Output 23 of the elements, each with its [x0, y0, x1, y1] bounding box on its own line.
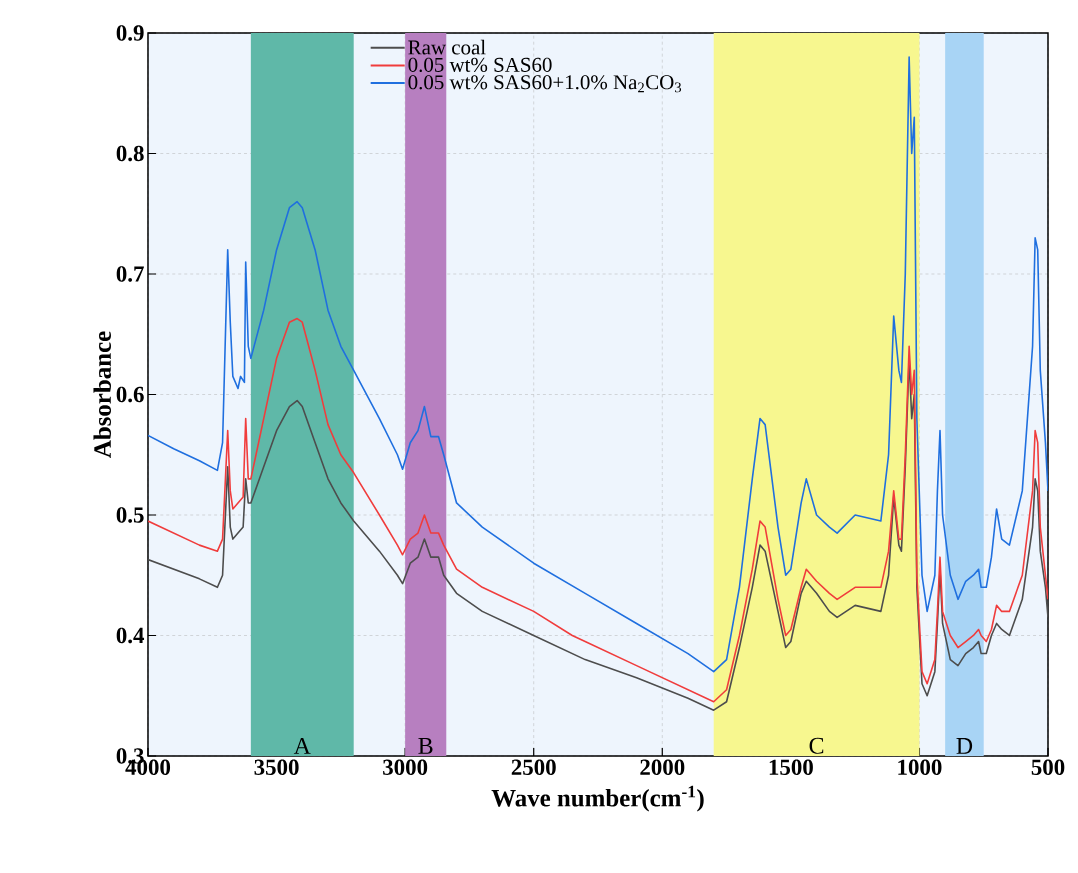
- band-label: D: [956, 738, 973, 754]
- band-label: A: [293, 738, 311, 754]
- x-tick-label: 1000: [898, 759, 942, 775]
- line-series: [147, 56, 1048, 673]
- y-tick-label: 0.9: [116, 25, 144, 41]
- x-tick-label: 3000: [383, 759, 428, 775]
- band-label: B: [418, 738, 433, 754]
- band-label: C: [809, 737, 824, 754]
- y-axis-title: Absorbance: [93, 331, 111, 458]
- y-tick-label: 0.7: [116, 266, 144, 282]
- y-tick-label: 0.8: [116, 145, 144, 162]
- x-tick-label: 2500: [511, 759, 556, 775]
- legend-label: 0.05 wt% SAS60: [408, 57, 552, 73]
- legend-label: 0.05 wt% SAS60+1.0% Na$_{2}$CO$_{3}$: [408, 75, 682, 93]
- y-tick-label: 0.4: [116, 627, 145, 644]
- x-tick-label: 3500: [254, 759, 299, 775]
- legend-label: Raw coal: [408, 39, 486, 55]
- y-tick-label: 0.5: [116, 507, 144, 523]
- y-tick-label: 0.6: [116, 386, 144, 403]
- x-axis-title: Wave number(cm$^{-1}$): [491, 785, 704, 812]
- x-tick-label: 1500: [769, 759, 813, 775]
- x-tick-label: 2000: [640, 759, 685, 775]
- x-tick-label: 500: [1031, 759, 1065, 775]
